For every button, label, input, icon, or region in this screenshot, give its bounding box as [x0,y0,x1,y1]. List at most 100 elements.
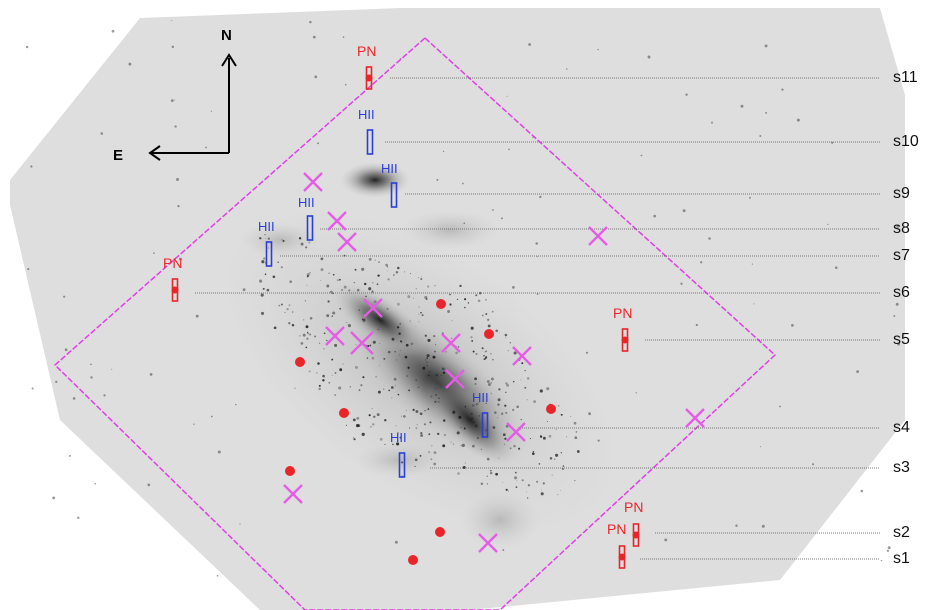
star-speck [542,436,546,440]
star-speck [555,429,557,430]
star-speck [331,358,334,361]
hii-label: HII [381,161,398,176]
star-speck [384,419,387,422]
star-speck [388,389,391,392]
star-speck [597,48,599,51]
star-speck [427,285,430,288]
star-speck [428,451,431,454]
star-speck [390,386,394,389]
star-speck [153,252,155,254]
star-speck [420,312,422,314]
star-speck [558,405,560,407]
star-speck [361,318,364,321]
star-speck [791,324,794,327]
star-speck [539,195,542,199]
star-speck [399,349,401,351]
star-speck [304,300,306,302]
star-speck [526,491,528,493]
star-speck [527,484,531,487]
star-speck [505,382,508,385]
star-speck [562,465,565,467]
star-speck [288,304,291,307]
star-speck [415,379,418,382]
pn-label: PN [613,305,633,321]
star-speck [111,29,115,33]
star-speck [860,489,864,493]
star-speck [368,414,371,417]
star-speck [536,293,539,295]
star-speck [320,268,324,272]
star-speck [317,142,320,145]
star-speck [349,386,351,388]
star-speck [485,402,487,404]
star-speck [424,359,426,361]
star-speck [171,45,175,49]
star-speck [504,333,508,337]
star-speck [415,326,417,328]
star-speck [326,339,328,342]
star-speck [352,418,356,422]
star-speck [498,457,500,459]
star-speck [387,350,391,354]
star-speck [394,540,398,544]
star-speck [294,387,296,389]
star-speck [371,423,375,426]
star-speck [457,472,460,475]
star-speck [367,344,370,348]
star-speck [306,275,309,278]
star-speck [765,111,768,114]
hii-slit-marker [481,412,489,438]
star-speck [267,237,270,240]
star-speck [435,394,437,396]
slit-label-s1: s1 [893,550,910,567]
star-speck [827,223,829,226]
star-speck [455,351,458,355]
star-speck [368,257,372,261]
star-speck [272,275,276,279]
star-speck [305,346,308,349]
star-speck [555,453,559,457]
star-speck [100,132,104,135]
star-speck [195,314,199,318]
star-speck [407,366,410,369]
star-speck [386,266,389,268]
star-speck [419,454,422,457]
star-speck [532,450,535,453]
star-speck [478,291,482,295]
star-speck [759,446,761,448]
star-speck [385,263,388,267]
star-speck [445,351,447,353]
star-speck [322,374,325,378]
star-speck [500,217,503,220]
star-speck [492,426,496,429]
star-speck [498,332,500,334]
star-speck [322,379,325,382]
star-speck [434,350,436,353]
star-speck [529,438,531,440]
star-speck [396,359,398,361]
star-speck [305,246,308,249]
star-speck [443,419,446,422]
star-speck [307,332,309,335]
star-speck [373,415,376,419]
star-speck [549,457,553,460]
star-speck [25,45,29,49]
star-speck [532,452,535,455]
star-speck [308,370,311,373]
star-speck [309,333,312,336]
star-speck [505,488,508,491]
star-speck [427,338,431,342]
star-speck [435,344,437,346]
star-speck [372,290,374,292]
star-speck [509,447,512,450]
star-speck [171,19,173,21]
star-speck [417,277,419,279]
star-speck [711,121,713,124]
star-speck [560,413,563,416]
star-speck [291,311,294,313]
star-speck [414,458,418,462]
star-speck [501,412,504,415]
star-speck [64,348,68,352]
star-speck [379,437,383,441]
star-speck [526,399,528,401]
